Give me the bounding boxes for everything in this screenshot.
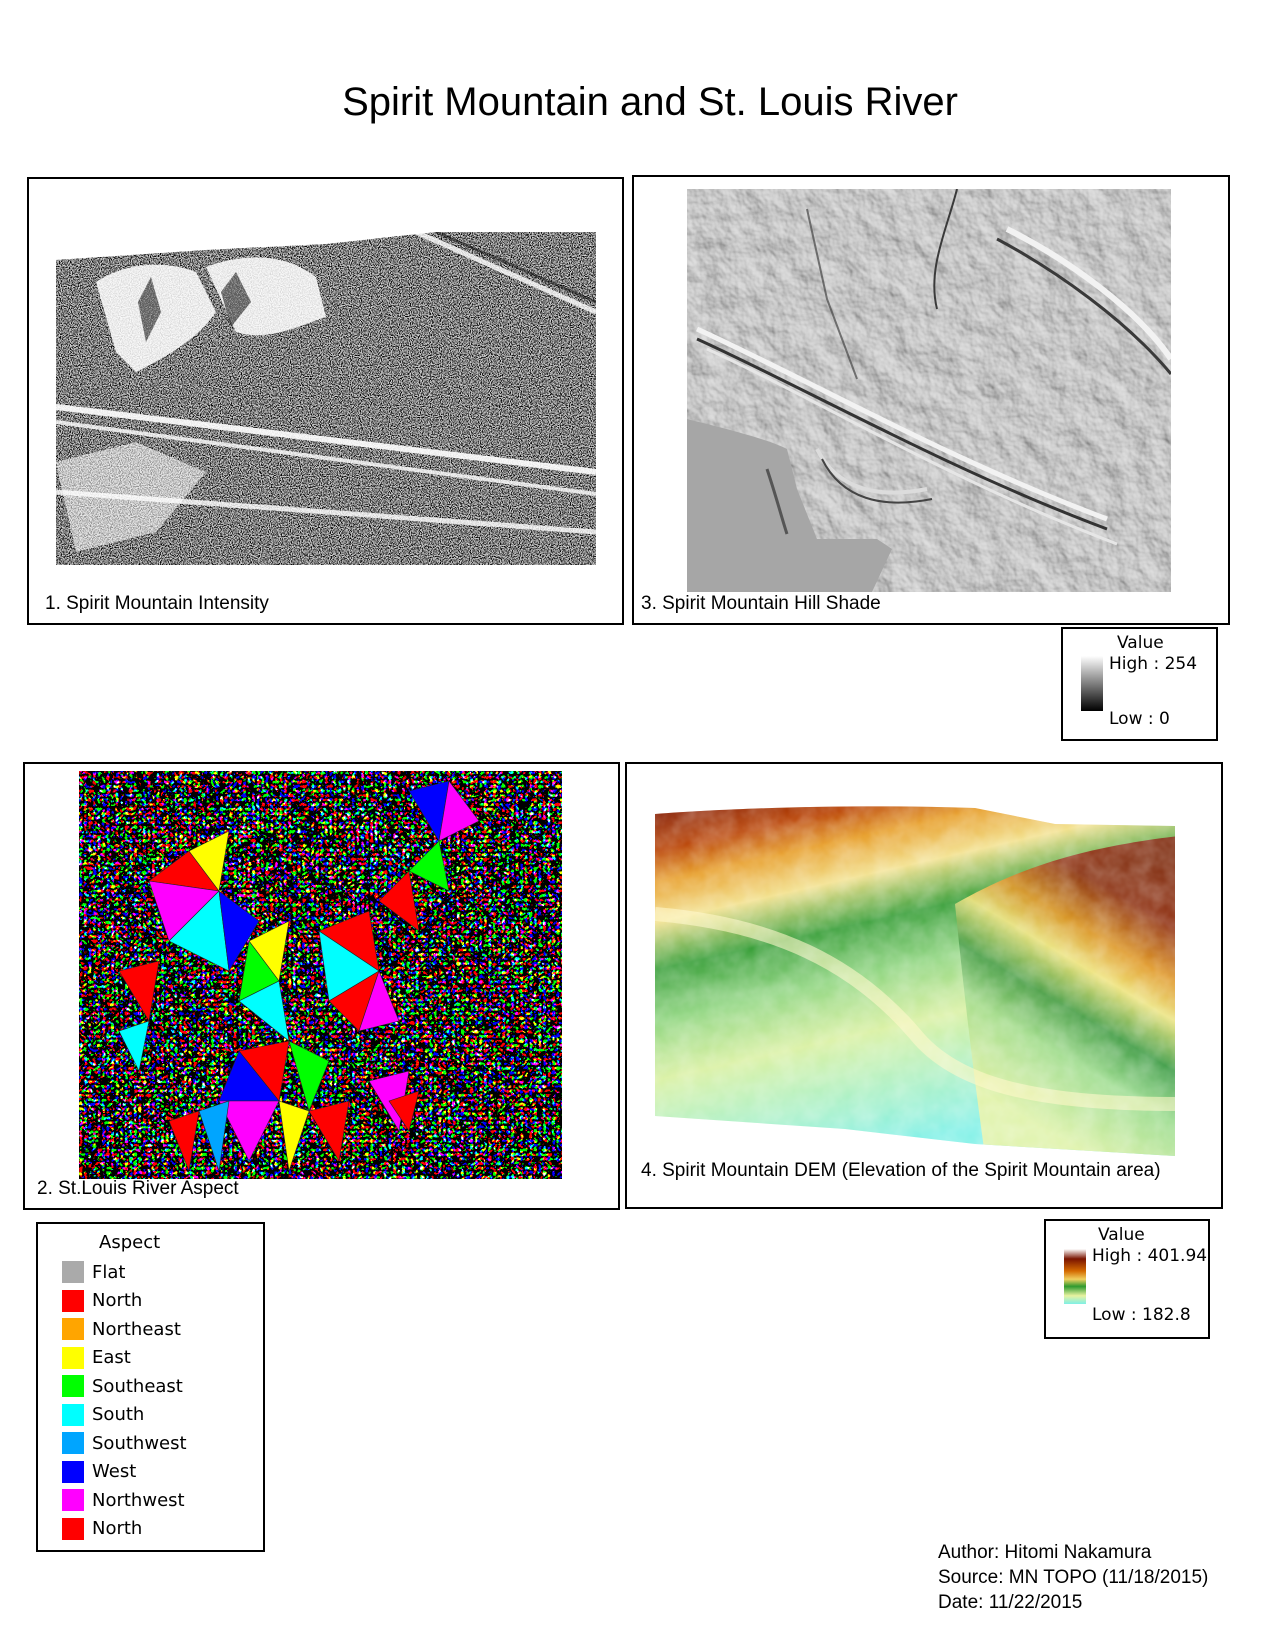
dem-image — [655, 806, 1175, 1156]
aspect-swatch — [62, 1375, 84, 1397]
hillshade-legend-low: Low : 0 — [1109, 709, 1170, 729]
hillshade-legend-title: Value — [1117, 633, 1164, 653]
aspect-label: Southeast — [92, 1375, 183, 1397]
aspect-label: Northeast — [92, 1318, 181, 1340]
aspect-panel: 2. St.Louis River Aspect — [23, 762, 620, 1210]
hillshade-panel: 3. Spirit Mountain Hill Shade — [632, 175, 1230, 625]
map-title: Spirit Mountain and St. Louis River — [342, 80, 958, 124]
dem-legend: Value High : 401.94 Low : 182.8 — [1044, 1219, 1210, 1339]
aspect-label: Southwest — [92, 1432, 187, 1454]
aspect-legend-item: Northwest — [62, 1488, 185, 1512]
dem-caption: 4. Spirit Mountain DEM (Elevation of the… — [641, 1160, 1161, 1181]
aspect-label: East — [92, 1347, 131, 1368]
aspect-legend-item: North — [62, 1289, 142, 1313]
source-text: Source: MN TOPO (11/18/2015) — [938, 1567, 1209, 1588]
aspect-caption: 2. St.Louis River Aspect — [37, 1178, 239, 1199]
aspect-swatch — [62, 1403, 84, 1426]
hillshade-legend-high: High : 254 — [1109, 654, 1198, 674]
aspect-legend-item: West — [62, 1460, 136, 1484]
aspect-label: North — [92, 1518, 143, 1539]
intensity-image — [56, 232, 596, 565]
aspect-swatch — [62, 1460, 84, 1483]
intensity-caption: 1. Spirit Mountain Intensity — [45, 593, 269, 614]
aspect-legend-title: Aspect — [99, 1232, 161, 1253]
aspect-label: North — [92, 1290, 143, 1311]
aspect-swatch — [62, 1289, 84, 1312]
map-credits: Author: Hitomi Nakamura Source: MN TOPO … — [938, 1540, 1208, 1615]
dem-color-ramp — [1064, 1249, 1086, 1304]
date-text: Date: 11/22/2015 — [938, 1592, 1083, 1613]
hillshade-image — [687, 189, 1171, 592]
dem-panel: 4. Spirit Mountain DEM (Elevation of the… — [625, 762, 1223, 1209]
aspect-legend-item: Northeast — [62, 1317, 181, 1341]
aspect-legend-item: South — [62, 1403, 144, 1427]
dem-legend-low: Low : 182.8 — [1092, 1305, 1191, 1325]
hillshade-legend: Value High : 254 Low : 0 — [1061, 627, 1218, 741]
aspect-swatch — [62, 1346, 84, 1369]
aspect-legend-item: North — [62, 1517, 142, 1541]
aspect-label: Flat — [92, 1261, 126, 1283]
aspect-swatch — [62, 1318, 84, 1340]
author-text: Author: Hitomi Nakamura — [938, 1542, 1152, 1563]
aspect-label: Northwest — [92, 1489, 185, 1511]
aspect-legend-item: East — [62, 1346, 131, 1370]
intensity-panel: 1. Spirit Mountain Intensity — [27, 177, 624, 625]
aspect-image — [79, 771, 562, 1179]
aspect-label: South — [92, 1404, 145, 1425]
aspect-label: West — [92, 1461, 137, 1482]
dem-legend-title: Value — [1098, 1225, 1145, 1245]
aspect-legend-item: Southwest — [62, 1431, 187, 1455]
aspect-swatch — [62, 1489, 84, 1511]
aspect-swatch — [62, 1517, 84, 1540]
hillshade-caption: 3. Spirit Mountain Hill Shade — [641, 593, 881, 614]
aspect-swatch — [62, 1261, 84, 1283]
aspect-legend: Aspect Flat North Northeast East Southeast So… — [36, 1222, 265, 1552]
aspect-legend-item: Flat — [62, 1260, 125, 1284]
dem-legend-high: High : 401.94 — [1092, 1246, 1208, 1266]
hillshade-color-ramp — [1081, 656, 1103, 711]
aspect-legend-item: Southeast — [62, 1374, 183, 1398]
aspect-swatch — [62, 1432, 84, 1454]
